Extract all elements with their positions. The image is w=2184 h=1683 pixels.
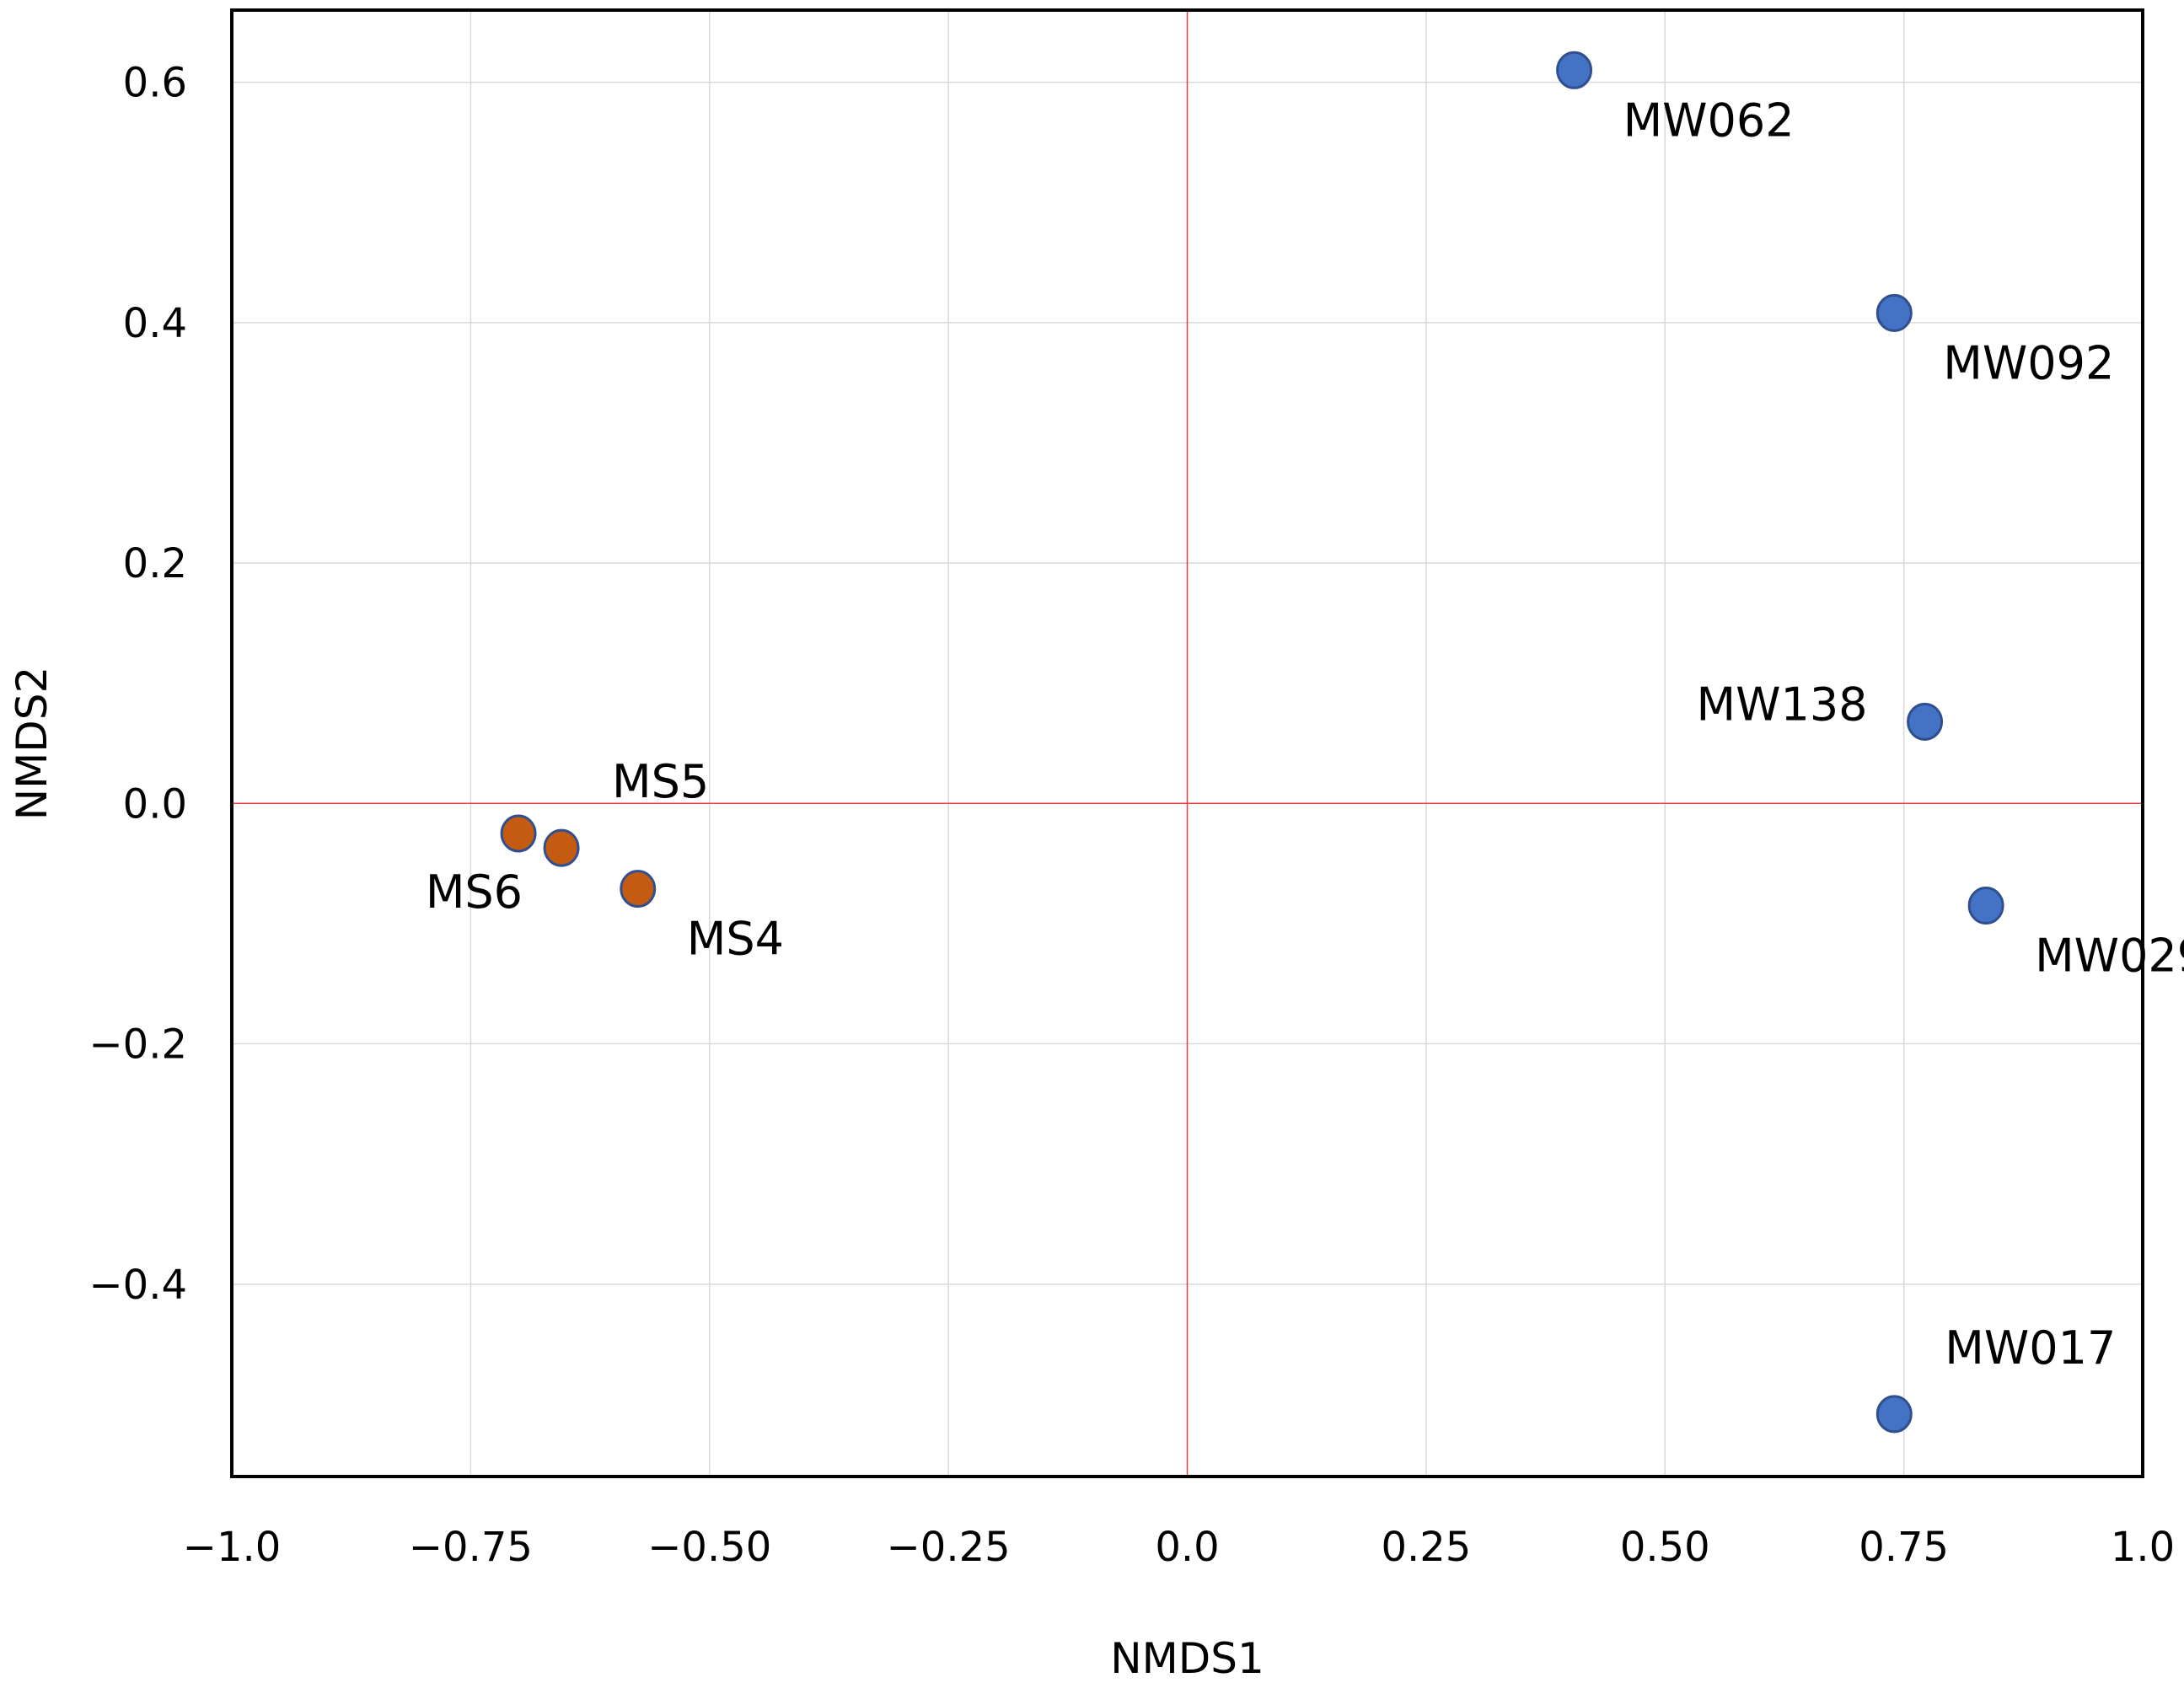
- point-mw017: [1875, 1395, 1913, 1434]
- point-label-mw062: MW062: [1623, 94, 1795, 147]
- point-label-mw092: MW092: [1943, 336, 2114, 389]
- x-tick-label: 1.0: [2111, 1524, 2175, 1571]
- data-points: [500, 51, 2004, 1434]
- x-tick-label: 0.0: [1155, 1524, 1219, 1571]
- y-tick-label: −0.2: [89, 1021, 187, 1069]
- x-tick-label: −0.50: [647, 1524, 771, 1571]
- x-axis-title: NMDS1: [1110, 1634, 1264, 1683]
- point-mw138: [1907, 702, 1944, 741]
- y-axis-title: NMDS2: [8, 667, 56, 821]
- x-tick-label: −0.75: [409, 1524, 533, 1571]
- point-label-mw138: MW138: [1696, 678, 1867, 731]
- y-tick-label: 0.2: [123, 540, 187, 587]
- point-label-ms4: MS4: [687, 913, 784, 966]
- y-tick-label: 0.4: [123, 300, 187, 347]
- point-ms5: [543, 828, 580, 867]
- point-mw092: [1875, 293, 1913, 332]
- x-tick-label: 0.50: [1620, 1524, 1710, 1571]
- x-tick-label: 0.75: [1859, 1524, 1949, 1571]
- y-tick-label: 0.0: [123, 780, 187, 828]
- point-label-mw017: MW017: [1945, 1321, 2116, 1375]
- y-axis-ticks: −0.4 −0.2 0.0 0.2 0.4 0.6: [89, 60, 187, 1309]
- zero-lines: [232, 10, 2143, 1477]
- point-label-mw029: MW029: [2035, 930, 2184, 983]
- point-labels: MS6 MS5 MS4 MW062 MW092 MW138 MW029 MW017: [426, 94, 2184, 1375]
- point-label-ms5: MS5: [612, 755, 709, 808]
- x-tick-label: −1.0: [183, 1524, 282, 1571]
- y-tick-label: 0.6: [123, 60, 187, 107]
- point-ms4: [620, 870, 657, 908]
- x-axis-ticks: −1.0 −0.75 −0.50 −0.25 0.0 0.25 0.50 0.75 1.0: [183, 1524, 2175, 1571]
- point-mw062: [1556, 51, 1593, 89]
- point-label-ms6: MS6: [426, 866, 523, 919]
- point-ms6: [500, 814, 537, 853]
- x-tick-label: 0.25: [1381, 1524, 1471, 1571]
- x-tick-label: −0.25: [887, 1524, 1011, 1571]
- point-mw029: [1967, 887, 2004, 925]
- plot-frame: [230, 8, 2144, 1478]
- y-tick-label: −0.4: [89, 1262, 187, 1309]
